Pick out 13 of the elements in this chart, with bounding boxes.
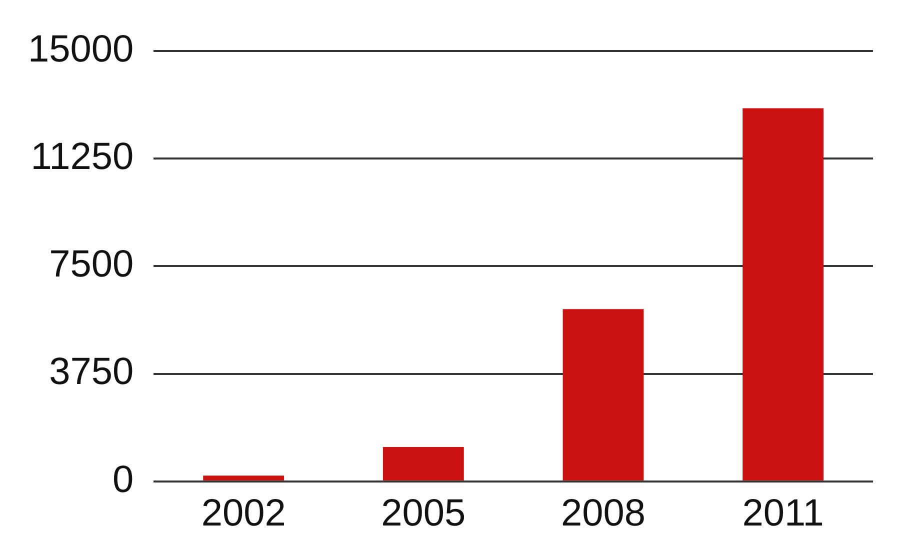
bar xyxy=(562,309,644,480)
y-tick-label: 15000 xyxy=(28,28,134,70)
bar xyxy=(203,476,284,480)
x-tick-label: 2005 xyxy=(381,492,466,535)
bar xyxy=(382,446,464,480)
x-tick-label: 2008 xyxy=(560,492,646,535)
x-tick-label: 2011 xyxy=(742,492,824,535)
y-tick-label: 0 xyxy=(112,458,134,501)
y-tick-label: 3750 xyxy=(49,351,134,394)
y-tick-label: 11250 xyxy=(30,136,134,178)
bar xyxy=(742,108,824,480)
x-tick-label: 2002 xyxy=(201,492,286,535)
y-tick-label: 7500 xyxy=(49,244,134,286)
